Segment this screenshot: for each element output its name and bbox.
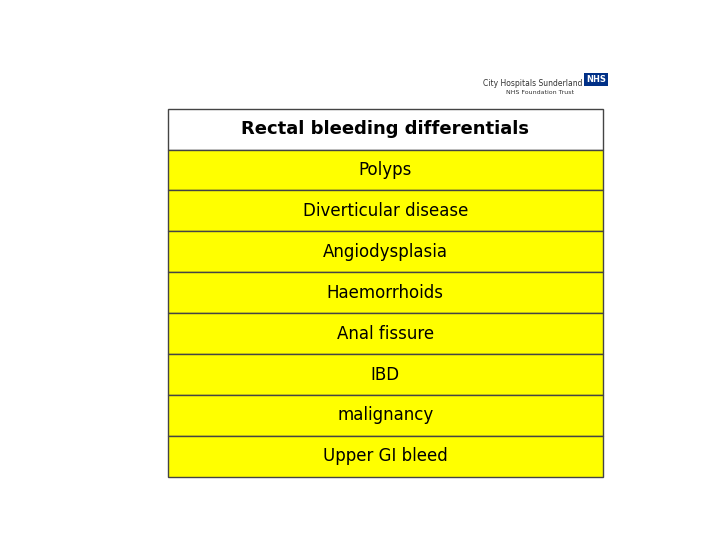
- Text: Haemorrhoids: Haemorrhoids: [327, 284, 444, 302]
- Text: Rectal bleeding differentials: Rectal bleeding differentials: [241, 120, 529, 138]
- Bar: [168, 109, 603, 150]
- Bar: [168, 191, 603, 231]
- Text: City Hospitals Sunderland: City Hospitals Sunderland: [482, 79, 582, 87]
- Bar: [168, 395, 603, 436]
- Bar: [584, 72, 608, 86]
- Text: malignancy: malignancy: [337, 407, 433, 424]
- Bar: [168, 354, 603, 395]
- Text: Upper GI bleed: Upper GI bleed: [323, 447, 448, 465]
- Text: IBD: IBD: [371, 366, 400, 383]
- Text: NHS: NHS: [586, 75, 606, 84]
- Bar: [168, 231, 603, 272]
- Bar: [168, 436, 603, 477]
- Text: Diverticular disease: Diverticular disease: [302, 202, 468, 220]
- Text: Anal fissure: Anal fissure: [337, 325, 434, 342]
- Text: Polyps: Polyps: [359, 161, 412, 179]
- Text: NHS Foundation Trust: NHS Foundation Trust: [506, 90, 575, 95]
- Bar: [168, 150, 603, 191]
- Bar: [168, 313, 603, 354]
- Text: Angiodysplasia: Angiodysplasia: [323, 243, 448, 261]
- Bar: [168, 272, 603, 313]
